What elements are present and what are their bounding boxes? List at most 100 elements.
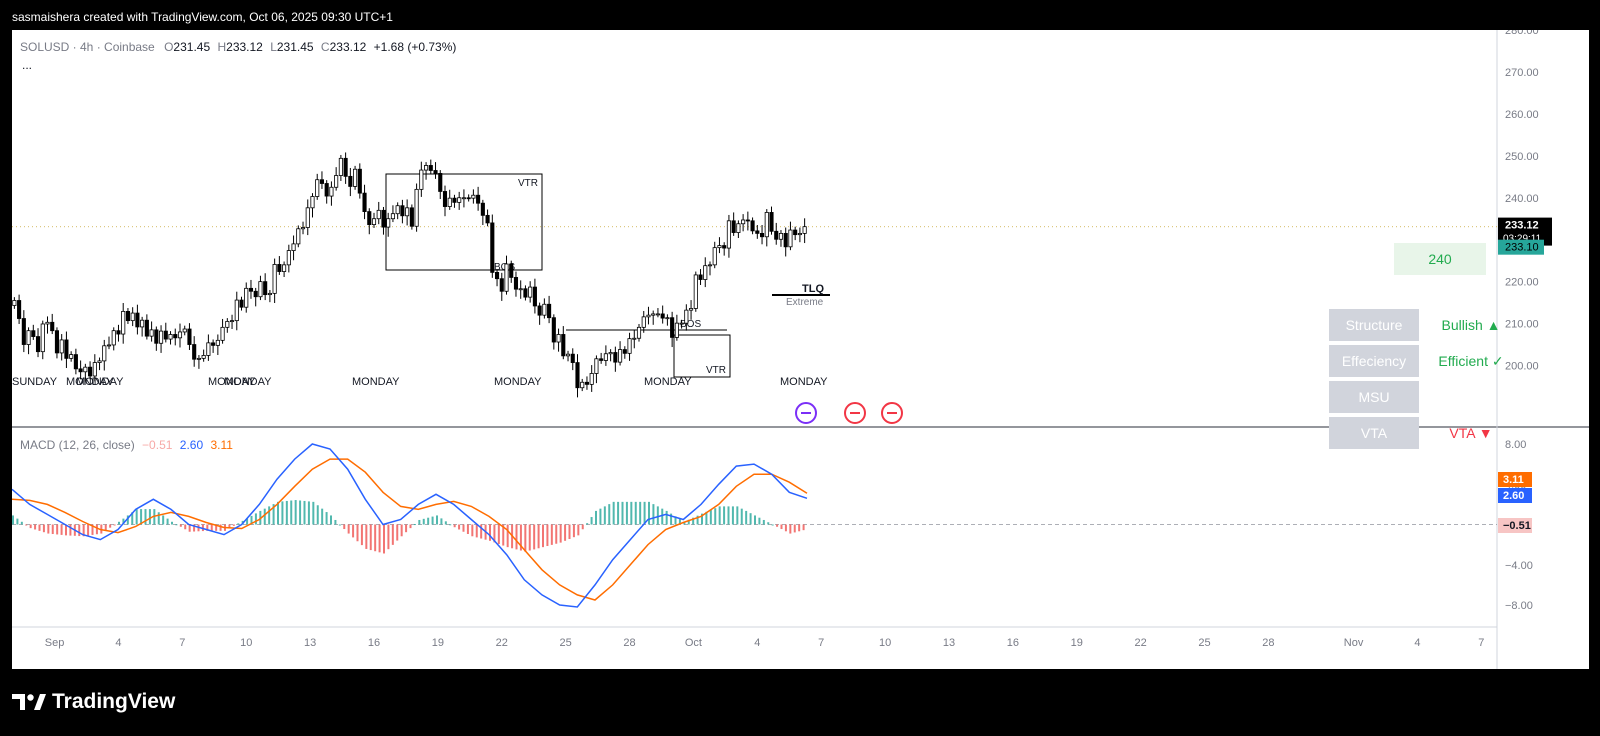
close-label: C bbox=[320, 40, 330, 54]
candle-body bbox=[476, 194, 481, 204]
macd-histogram-bar bbox=[307, 501, 310, 525]
candle bbox=[54, 327, 60, 359]
candle-body bbox=[532, 286, 537, 307]
candle bbox=[461, 189, 466, 208]
time-tick-label: Sep bbox=[45, 637, 65, 649]
candle-body bbox=[296, 228, 301, 245]
macd-histogram-bar bbox=[387, 524, 390, 550]
candle bbox=[689, 300, 694, 320]
candle-body bbox=[788, 229, 793, 248]
candle bbox=[580, 378, 585, 392]
price-tick-label: 250.00 bbox=[1505, 151, 1539, 163]
candle bbox=[428, 159, 433, 174]
candle-body bbox=[622, 349, 627, 354]
candle bbox=[125, 308, 130, 324]
macd-histogram-bar bbox=[480, 524, 483, 539]
candle bbox=[674, 314, 679, 341]
candle-body bbox=[755, 230, 760, 234]
time-tick-label: 19 bbox=[432, 637, 444, 649]
macd-histogram-bar bbox=[356, 524, 359, 542]
candle bbox=[594, 355, 599, 384]
macd-histogram-bar bbox=[294, 500, 297, 525]
candle bbox=[357, 163, 362, 199]
candle bbox=[69, 351, 74, 362]
candle bbox=[679, 319, 684, 329]
candle bbox=[471, 189, 476, 204]
time-tick-label: 4 bbox=[1414, 637, 1420, 649]
candle bbox=[305, 199, 310, 236]
macd-histogram-bar bbox=[422, 518, 425, 525]
candle bbox=[144, 314, 149, 340]
countdown-tag: 03:29:11 bbox=[1503, 234, 1542, 245]
candle-body bbox=[234, 299, 239, 322]
time-tick-label: 28 bbox=[623, 637, 635, 649]
candle-body bbox=[471, 194, 476, 199]
candle-body bbox=[731, 220, 736, 233]
candle-body bbox=[736, 223, 741, 233]
macd-histogram-bar bbox=[564, 524, 567, 541]
candle bbox=[518, 280, 523, 299]
candle-body bbox=[159, 330, 164, 344]
candle-body bbox=[300, 227, 306, 230]
chart-frame[interactable]: VTRBOSBOSVTRTLQExtreme240SUNDAYMONDAYMON… bbox=[12, 30, 1589, 669]
chart-canvas[interactable]: VTRBOSBOSVTRTLQExtreme240SUNDAYMONDAYMON… bbox=[12, 30, 1589, 669]
level-price-tag-value: 233.10 bbox=[1505, 242, 1539, 254]
candle bbox=[324, 180, 329, 204]
candle bbox=[50, 313, 55, 335]
candle bbox=[627, 332, 632, 361]
macd-histogram-bar bbox=[784, 524, 787, 532]
macd-value-tag-bg bbox=[1498, 488, 1532, 503]
candle-body bbox=[679, 322, 684, 325]
signal-value-tag: 3.11 bbox=[1498, 472, 1532, 487]
candle-body bbox=[140, 319, 145, 328]
macd-histogram-bar bbox=[29, 524, 32, 529]
macd-histogram-bar bbox=[330, 515, 332, 525]
candle bbox=[584, 376, 590, 390]
macd-histogram-bar bbox=[338, 524, 341, 526]
candle bbox=[670, 311, 675, 348]
candle-body bbox=[357, 168, 362, 194]
candle bbox=[542, 298, 547, 319]
macd-histogram-bar bbox=[312, 501, 315, 525]
candle-body bbox=[168, 334, 173, 340]
macd-histogram-bar bbox=[555, 524, 558, 544]
status-value: Bullish ▲ bbox=[1441, 317, 1501, 333]
price-tick-label: 210.00 bbox=[1505, 319, 1539, 331]
candle bbox=[528, 281, 533, 303]
status-key: MSU bbox=[1329, 381, 1419, 413]
candle-body bbox=[258, 281, 263, 298]
candle bbox=[225, 318, 230, 333]
macd-histogram-bar bbox=[188, 524, 191, 532]
candle bbox=[244, 282, 249, 313]
macd-histogram-bar bbox=[440, 518, 443, 525]
candle bbox=[618, 341, 623, 366]
candle bbox=[438, 170, 443, 200]
candle-body bbox=[54, 330, 60, 354]
signal-value-tag-bg bbox=[1498, 472, 1532, 487]
candle bbox=[476, 186, 481, 211]
candle bbox=[532, 278, 537, 314]
macd-histogram-bar bbox=[175, 524, 178, 526]
macd-histogram-bar bbox=[466, 524, 469, 535]
macd-histogram-bar bbox=[166, 518, 169, 525]
candle-body bbox=[442, 191, 448, 207]
candle bbox=[106, 336, 112, 350]
macd-histogram-bar bbox=[383, 524, 385, 554]
macd-histogram-bar bbox=[745, 510, 748, 525]
macd-histogram-bar bbox=[595, 510, 597, 525]
macd-histogram-bar bbox=[590, 517, 593, 525]
macd-histogram-bar bbox=[603, 506, 606, 525]
candle bbox=[187, 323, 192, 350]
candle bbox=[684, 304, 689, 331]
legend-more-button[interactable]: ... bbox=[22, 58, 33, 72]
session-day-label: MONDAY bbox=[352, 376, 400, 388]
candle-body bbox=[589, 373, 594, 385]
candle bbox=[442, 185, 448, 217]
candle bbox=[272, 258, 277, 304]
candle-body bbox=[778, 232, 784, 240]
candle bbox=[12, 297, 17, 309]
macd-histogram-bar bbox=[506, 524, 509, 548]
macd-histogram-bar bbox=[12, 515, 14, 525]
macd-histogram-bar bbox=[343, 524, 346, 530]
candle bbox=[296, 225, 301, 248]
